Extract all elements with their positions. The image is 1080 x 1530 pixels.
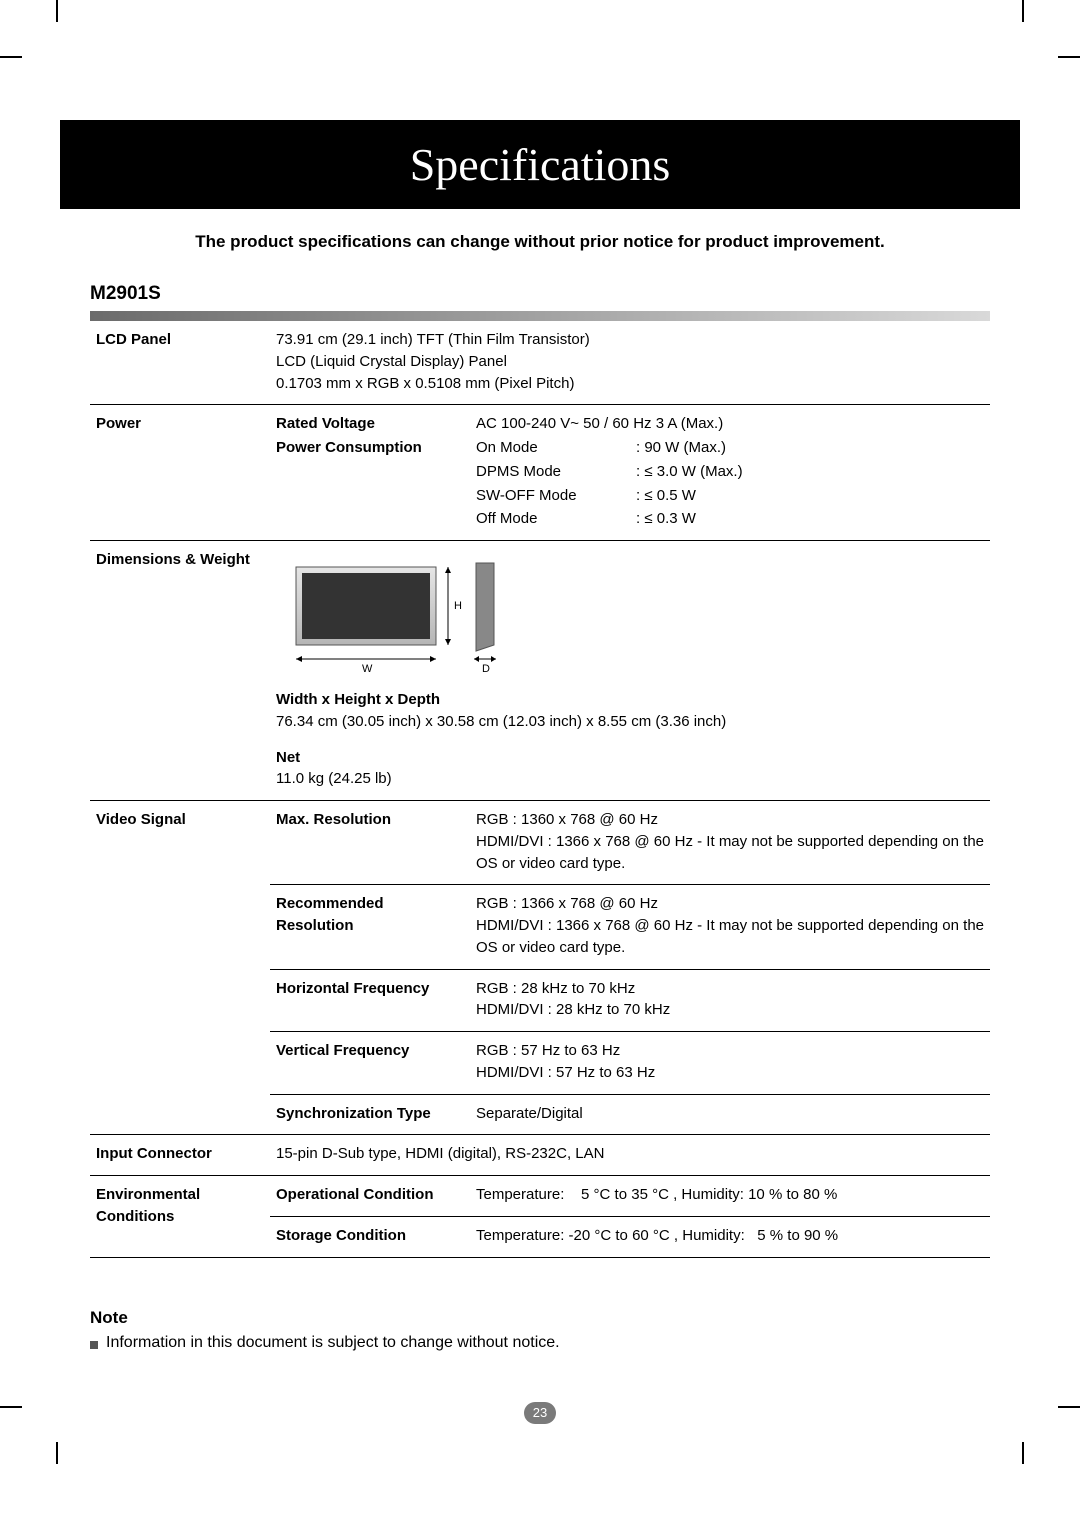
label-env: Environmental Conditions bbox=[90, 1176, 270, 1258]
row-env-op: Environmental Conditions Operational Con… bbox=[90, 1176, 990, 1217]
crop-mark bbox=[56, 0, 58, 22]
st-cond-label: Storage Condition bbox=[270, 1216, 470, 1257]
crop-mark bbox=[1022, 0, 1024, 22]
value-input: 15-pin D-Sub type, HDMI (digital), RS-23… bbox=[270, 1135, 990, 1176]
label-input: Input Connector bbox=[90, 1135, 270, 1176]
hfreq-value: RGB : 28 kHz to 70 kHz HDMI/DVI : 28 kHz… bbox=[470, 969, 990, 1032]
max-res-value: RGB : 1360 x 768 @ 60 Hz HDMI/DVI : 1366… bbox=[470, 801, 990, 885]
rated-voltage-label: Rated Voltage bbox=[276, 413, 476, 435]
crop-mark bbox=[1058, 1406, 1080, 1408]
sync-label: Synchronization Type bbox=[270, 1094, 470, 1135]
off-label: Off Mode bbox=[476, 508, 636, 530]
note-header: Note bbox=[90, 1308, 1020, 1328]
page-number: 23 bbox=[524, 1402, 556, 1424]
value-dimensions: H W D bbox=[270, 541, 990, 801]
max-res-label: Max. Resolution bbox=[270, 801, 470, 885]
row-input: Input Connector 15-pin D-Sub type, HDMI … bbox=[90, 1135, 990, 1176]
st-cond-value: Temperature: -20 °C to 60 °C , Humidity:… bbox=[470, 1216, 990, 1257]
label-power: Power bbox=[90, 405, 270, 541]
diagram-d-label: D bbox=[482, 663, 490, 675]
rec-res-label: Recommended Resolution bbox=[270, 885, 470, 969]
on-mode-label: On Mode bbox=[476, 437, 636, 459]
lcd-line3: 0.1703 mm x RGB x 0.5108 mm (Pixel Pitch… bbox=[276, 373, 984, 395]
label-lcd: LCD Panel bbox=[90, 321, 270, 405]
crop-mark bbox=[1022, 1442, 1024, 1464]
row-dimensions: Dimensions & Weight H bbox=[90, 541, 990, 801]
crop-mark bbox=[0, 1406, 22, 1408]
model-name: M2901S bbox=[90, 283, 1020, 305]
value-power: Rated Voltage AC 100-240 V~ 50 / 60 Hz 3… bbox=[270, 405, 990, 541]
sync-value: Separate/Digital bbox=[470, 1094, 990, 1135]
power-consumption-label: Power Consumption bbox=[276, 437, 476, 459]
label-dimensions: Dimensions & Weight bbox=[90, 541, 270, 801]
off-value: : ≤ 0.3 W bbox=[636, 508, 984, 530]
swoff-label: SW-OFF Mode bbox=[476, 485, 636, 507]
spec-table: LCD Panel 73.91 cm (29.1 inch) TFT (Thin… bbox=[90, 321, 990, 1258]
row-power: Power Rated Voltage AC 100-240 V~ 50 / 6… bbox=[90, 405, 990, 541]
crop-mark bbox=[56, 1442, 58, 1464]
crop-mark bbox=[0, 56, 22, 58]
diagram-w-label: W bbox=[362, 663, 373, 675]
net-label: Net bbox=[276, 747, 984, 769]
swoff-value: : ≤ 0.5 W bbox=[636, 485, 984, 507]
intro-text: The product specifications can change wi… bbox=[60, 231, 1020, 253]
whd-label: Width x Height x Depth bbox=[276, 689, 984, 711]
note-body: Information in this document is subject … bbox=[90, 1334, 990, 1352]
row-video-max: Video Signal Max. Resolution RGB : 1360 … bbox=[90, 801, 990, 885]
rated-voltage-value: AC 100-240 V~ 50 / 60 Hz 3 A (Max.) bbox=[476, 413, 984, 435]
lcd-line2: LCD (Liquid Crystal Display) Panel bbox=[276, 351, 984, 373]
vfreq-label: Vertical Frequency bbox=[270, 1032, 470, 1095]
on-mode-value: : 90 W (Max.) bbox=[636, 437, 984, 459]
dimension-diagram: H W D bbox=[276, 549, 984, 689]
whd-value: 76.34 cm (30.05 inch) x 30.58 cm (12.03 … bbox=[276, 711, 984, 733]
value-lcd: 73.91 cm (29.1 inch) TFT (Thin Film Tran… bbox=[270, 321, 990, 405]
page: Specifications The product specification… bbox=[0, 0, 1080, 1464]
op-cond-label: Operational Condition bbox=[270, 1176, 470, 1217]
dpms-value: : ≤ 3.0 W (Max.) bbox=[636, 461, 984, 483]
dpms-label: DPMS Mode bbox=[476, 461, 636, 483]
bullet-icon bbox=[90, 1341, 98, 1349]
crop-mark bbox=[1058, 56, 1080, 58]
section-divider bbox=[90, 311, 990, 321]
vfreq-value: RGB : 57 Hz to 63 Hz HDMI/DVI : 57 Hz to… bbox=[470, 1032, 990, 1095]
rec-res-value: RGB : 1366 x 768 @ 60 Hz HDMI/DVI : 1366… bbox=[470, 885, 990, 969]
row-lcd: LCD Panel 73.91 cm (29.1 inch) TFT (Thin… bbox=[90, 321, 990, 405]
lcd-line1: 73.91 cm (29.1 inch) TFT (Thin Film Tran… bbox=[276, 329, 984, 351]
hfreq-label: Horizontal Frequency bbox=[270, 969, 470, 1032]
op-cond-value: Temperature: 5 °C to 35 °C , Humidity: 1… bbox=[470, 1176, 990, 1217]
diagram-h-label: H bbox=[454, 600, 462, 612]
note-text: Information in this document is subject … bbox=[106, 1334, 560, 1352]
net-value: 11.0 kg (24.25 lb) bbox=[276, 768, 984, 790]
label-video: Video Signal bbox=[90, 801, 270, 1135]
page-title: Specifications bbox=[60, 120, 1020, 209]
